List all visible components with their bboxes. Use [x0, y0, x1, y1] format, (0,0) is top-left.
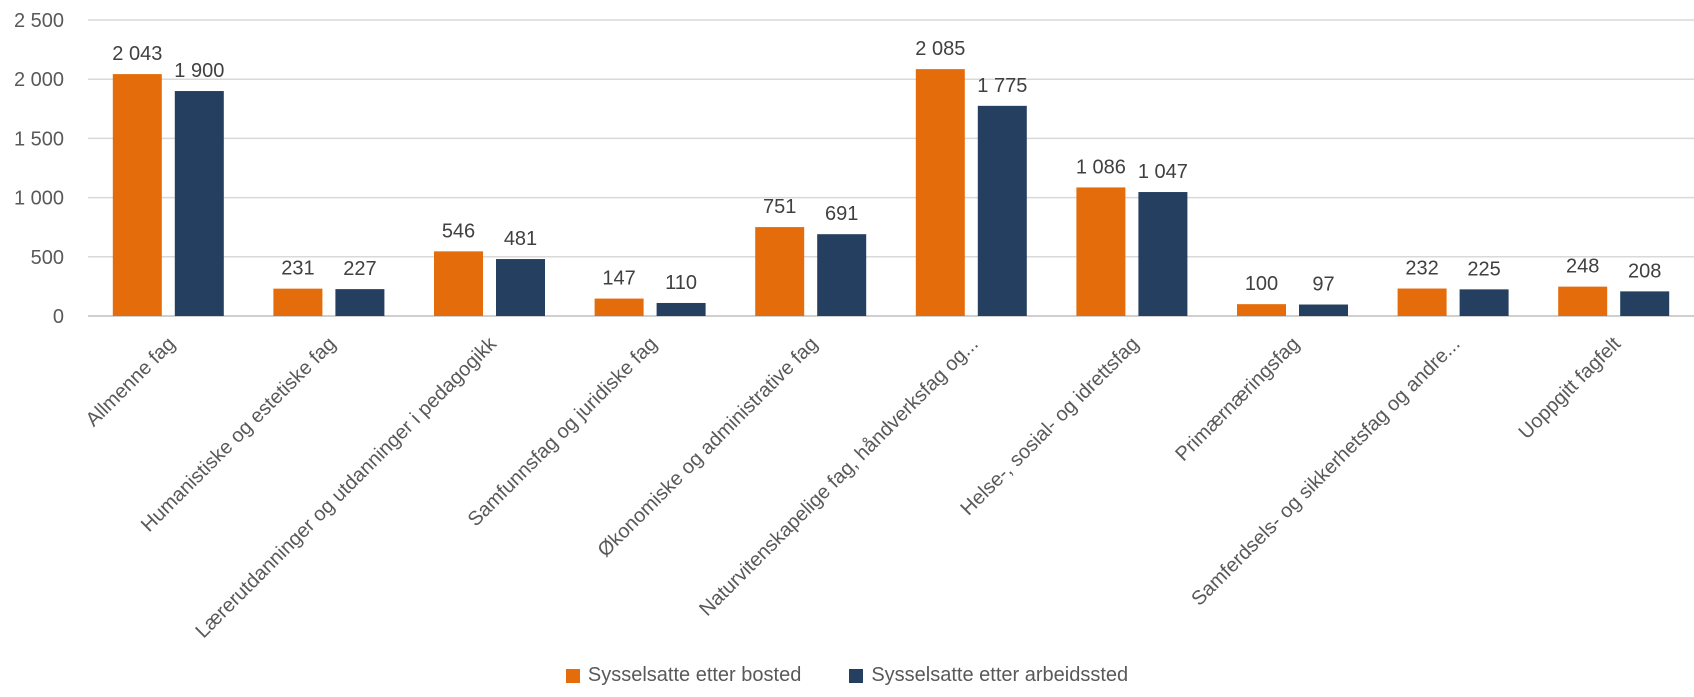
bars: [112, 69, 1670, 317]
y-tick-label: 1 000: [14, 188, 64, 210]
bar-arbeidssted: [656, 302, 706, 316]
y-tick-label: 2 500: [14, 10, 64, 32]
bar-bosted: [755, 227, 805, 316]
bar-bosted: [1076, 187, 1126, 316]
x-tick-label: Samferdsels- og sikkerhetsfag og andre..…: [1187, 333, 1464, 610]
legend-swatch-arbeidssted: [849, 668, 864, 683]
data-label: 1 086: [1076, 156, 1126, 178]
x-tick-label: Humanistiske og estetiske fag: [137, 333, 340, 536]
data-label: 1 900: [174, 60, 224, 82]
legend-item-bosted: Sysselsatte etter bosted: [565, 664, 802, 687]
x-tick-label: Uoppgitt fagfelt: [1515, 333, 1626, 444]
legend-item-arbeidssted: Sysselsatte etter arbeidssted: [849, 664, 1128, 687]
bar-bosted: [434, 251, 483, 316]
data-label: 751: [763, 196, 796, 218]
y-axis: 0 500 1 000 1 500 2 000 2 500: [14, 10, 64, 328]
data-label: 100: [1245, 273, 1278, 295]
bar-bosted: [1558, 286, 1608, 316]
data-label: 147: [602, 268, 635, 290]
legend-swatch-bosted: [565, 668, 580, 683]
legend-label-arbeidssted: Sysselsatte etter arbeidssted: [871, 664, 1129, 686]
bar-bosted: [112, 74, 162, 317]
y-tick-label: 1 500: [14, 128, 64, 150]
bar-bosted: [594, 298, 644, 316]
data-label: 225: [1467, 258, 1500, 280]
bar-arbeidssted: [335, 289, 385, 316]
bar-bosted: [915, 69, 965, 316]
bar-bosted: [273, 288, 323, 316]
data-label: 2 043: [112, 43, 162, 65]
bar-arbeidssted: [1620, 291, 1670, 316]
bar-arbeidssted: [977, 105, 1027, 316]
data-label: 2 085: [915, 38, 965, 60]
data-label: 97: [1312, 274, 1334, 296]
data-label: 231: [281, 258, 314, 280]
data-labels: 2 043 1 900 231 227 546 481 147 110 751 691 2 085 1…: [112, 38, 1661, 295]
bar-arbeidssted: [817, 234, 867, 316]
legend-label-bosted: Sysselsatte etter bosted: [587, 664, 802, 686]
bar-arbeidssted: [174, 91, 224, 316]
data-label: 481: [504, 228, 537, 250]
bar-bosted: [1237, 304, 1286, 316]
data-label: 248: [1566, 256, 1599, 278]
data-label: 691: [825, 203, 858, 225]
data-label: 110: [665, 272, 697, 294]
x-tick-label: Naturvitenskapelige fag, håndverksfag og…: [695, 333, 983, 621]
x-tick-label: Allmenne fag: [82, 333, 180, 431]
bar-arbeidssted: [496, 259, 545, 316]
data-label: 1 047: [1138, 161, 1188, 183]
y-tick-label: 2 000: [14, 69, 64, 91]
x-tick-label: Samfunnsfag og juridiske fag: [464, 333, 662, 531]
y-tick-label: 0: [53, 306, 64, 328]
data-label: 1 775: [977, 75, 1027, 97]
data-label: 227: [343, 258, 376, 280]
x-tick-label: Lærerutdanninger og utdanninger i pedago…: [191, 332, 501, 642]
x-tick-label: Helse-, sosial- og idrettsfag: [957, 333, 1144, 520]
bar-bosted: [1397, 288, 1447, 316]
gridlines: [88, 19, 1694, 317]
data-label: 208: [1628, 260, 1661, 282]
bar-arbeidssted: [1459, 289, 1509, 316]
data-label: 546: [442, 220, 475, 242]
bar-arbeidssted: [1138, 192, 1188, 316]
legend: Sysselsatte etter bosted Sysselsatte ett…: [0, 664, 1694, 687]
data-label: 232: [1405, 258, 1438, 280]
bar-arbeidssted: [1299, 304, 1348, 316]
x-tick-label: Primærnæringsfag: [1171, 333, 1304, 466]
y-tick-label: 500: [31, 247, 64, 269]
